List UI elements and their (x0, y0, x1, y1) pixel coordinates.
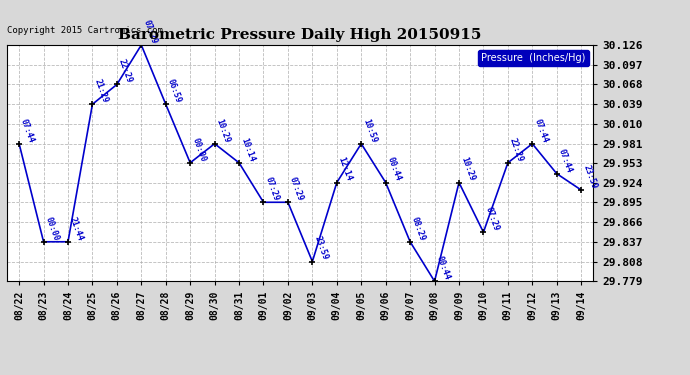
Text: 10:14: 10:14 (239, 136, 256, 163)
Text: 22:29: 22:29 (117, 58, 134, 84)
Text: 07:29: 07:29 (264, 176, 281, 202)
Text: 07:29: 07:29 (141, 18, 158, 45)
Title: Barometric Pressure Daily High 20150915: Barometric Pressure Daily High 20150915 (119, 28, 482, 42)
Text: 21:29: 21:29 (92, 78, 110, 104)
Text: 21:44: 21:44 (68, 215, 85, 242)
Text: 22:29: 22:29 (508, 136, 525, 163)
Text: 07:29: 07:29 (288, 176, 305, 202)
Text: 06:59: 06:59 (166, 78, 183, 104)
Text: 23:59: 23:59 (313, 235, 329, 261)
Text: 00:44: 00:44 (386, 156, 403, 183)
Text: 00:00: 00:00 (43, 215, 61, 242)
Text: 08:29: 08:29 (410, 215, 427, 242)
Text: 10:59: 10:59 (362, 117, 378, 144)
Text: 07:29: 07:29 (484, 206, 500, 232)
Text: Copyright 2015 Cartronics.com: Copyright 2015 Cartronics.com (7, 26, 163, 35)
Text: 10:29: 10:29 (215, 117, 232, 144)
Text: 07:44: 07:44 (19, 117, 36, 144)
Text: 07:44: 07:44 (557, 147, 574, 174)
Text: 12:14: 12:14 (337, 156, 354, 183)
Text: 07:44: 07:44 (532, 117, 549, 144)
Legend: Pressure  (Inches/Hg): Pressure (Inches/Hg) (478, 50, 589, 66)
Text: 10:29: 10:29 (459, 156, 476, 183)
Text: 23:59: 23:59 (581, 164, 598, 190)
Text: 00:44: 00:44 (435, 255, 451, 281)
Text: 00:00: 00:00 (190, 136, 207, 163)
